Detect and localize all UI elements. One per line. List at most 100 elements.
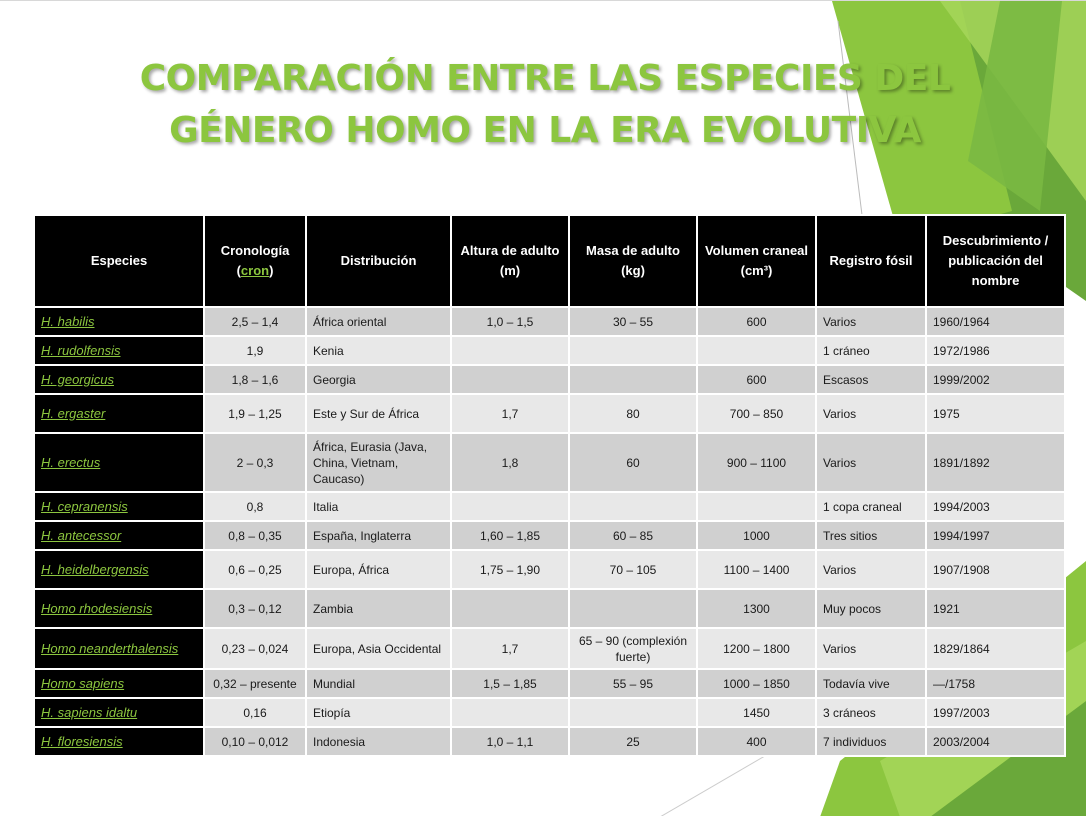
fossil-cell: Varios [815, 432, 927, 493]
species-cell: Homo neanderthalensis [33, 627, 205, 670]
discovery-cell: 1907/1908 [925, 549, 1066, 590]
height-cell [450, 335, 570, 366]
header-fossil: Registro fósil [815, 214, 927, 308]
height-cell: 1,8 [450, 432, 570, 493]
discovery-cell: 1921 [925, 588, 1066, 629]
discovery-cell: 1829/1864 [925, 627, 1066, 670]
chronology-cell: 0,3 – 0,12 [203, 588, 307, 629]
table-row: H. ergaster 1,9 – 1,25 Este y Sur de Áfr… [33, 393, 1066, 434]
distribution-cell: Zambia [305, 588, 452, 629]
discovery-cell: 1891/1892 [925, 432, 1066, 493]
distribution-cell: Mundial [305, 668, 452, 699]
header-discovery: Descubrimiento / publicación del nombre [925, 214, 1066, 308]
header-chronology: Cronología (cron) [203, 214, 307, 308]
fossil-cell: 7 individuos [815, 726, 927, 757]
table-row: H. floresiensis 0,10 – 0,012 Indonesia 1… [33, 726, 1066, 757]
distribution-cell: Georgia [305, 364, 452, 395]
volume-cell [696, 335, 817, 366]
header-distribution: Distribución [305, 214, 452, 308]
chronology-cell: 1,9 [203, 335, 307, 366]
species-cell: H. rudolfensis [33, 335, 205, 366]
species-link[interactable]: H. antecessor [41, 527, 122, 543]
species-link[interactable]: H. georgicus [41, 371, 114, 387]
chronology-cell: 0,6 – 0,25 [203, 549, 307, 590]
volume-cell: 1450 [696, 697, 817, 728]
mass-cell: 65 – 90 (complexión fuerte) [568, 627, 698, 670]
fossil-cell: Tres sitios [815, 520, 927, 551]
volume-cell: 1100 – 1400 [696, 549, 817, 590]
fossil-cell: 3 cráneos [815, 697, 927, 728]
distribution-cell: Este y Sur de África [305, 393, 452, 434]
chronology-cell: 0,32 – presente [203, 668, 307, 699]
species-link[interactable]: H. floresiensis [41, 733, 123, 749]
table-row: Homo rhodesiensis 0,3 – 0,12 Zambia 1300… [33, 588, 1066, 629]
volume-cell: 900 – 1100 [696, 432, 817, 493]
header-chronology-label: Cronología [220, 243, 290, 258]
species-link[interactable]: Homo rhodesiensis [41, 600, 153, 616]
distribution-cell: Indonesia [305, 726, 452, 757]
species-link[interactable]: H. ergaster [41, 405, 106, 421]
chronology-cell: 0,8 – 0,35 [203, 520, 307, 551]
distribution-cell: Kenia [305, 335, 452, 366]
volume-cell [696, 491, 817, 522]
species-link[interactable]: H. sapiens idaltu [41, 704, 138, 720]
discovery-cell: 1960/1964 [925, 306, 1066, 337]
discovery-cell: 1994/2003 [925, 491, 1066, 522]
species-link[interactable]: Homo sapiens [41, 675, 125, 691]
species-cell: H. habilis [33, 306, 205, 337]
cron-link[interactable]: cron [240, 263, 270, 278]
volume-cell: 700 – 850 [696, 393, 817, 434]
fossil-cell: Varios [815, 393, 927, 434]
species-cell: H. erectus [33, 432, 205, 493]
discovery-cell: 1972/1986 [925, 335, 1066, 366]
header-species: Especies [33, 214, 205, 308]
species-link[interactable]: Homo neanderthalensis [41, 640, 179, 656]
mass-cell: 80 [568, 393, 698, 434]
species-cell: H. floresiensis [33, 726, 205, 757]
table-row: H. heidelbergensis 0,6 – 0,25 Europa, Áf… [33, 549, 1066, 590]
species-link[interactable]: H. heidelbergensis [41, 561, 149, 577]
species-link[interactable]: H. habilis [41, 313, 95, 329]
chronology-cell: 1,9 – 1,25 [203, 393, 307, 434]
header-mass: Masa de adulto (kg) [568, 214, 698, 308]
height-cell [450, 588, 570, 629]
distribution-cell: Europa, Asia Occidental [305, 627, 452, 670]
fossil-cell: Varios [815, 306, 927, 337]
volume-cell: 600 [696, 306, 817, 337]
mass-cell [568, 491, 698, 522]
chronology-cell: 0,8 [203, 491, 307, 522]
height-cell: 1,75 – 1,90 [450, 549, 570, 590]
species-table: Especies Cronología (cron) Distribución … [33, 214, 1066, 757]
fossil-cell: Todavía vive [815, 668, 927, 699]
header-volume: Volumen craneal (cm³) [696, 214, 817, 308]
height-cell: 1,0 – 1,1 [450, 726, 570, 757]
fossil-cell: 1 copa craneal [815, 491, 927, 522]
table-row: H. georgicus 1,8 – 1,6 Georgia 600 Escas… [33, 364, 1066, 395]
distribution-cell: España, Inglaterra [305, 520, 452, 551]
species-cell: H. antecessor [33, 520, 205, 551]
chronology-cell: 2 – 0,3 [203, 432, 307, 493]
species-cell: H. cepranensis [33, 491, 205, 522]
mass-cell: 55 – 95 [568, 668, 698, 699]
discovery-cell: 1994/1997 [925, 520, 1066, 551]
species-cell: Homo rhodesiensis [33, 588, 205, 629]
species-link[interactable]: H. erectus [41, 454, 101, 470]
height-cell: 1,60 – 1,85 [450, 520, 570, 551]
volume-cell: 400 [696, 726, 817, 757]
species-link[interactable]: H. rudolfensis [41, 342, 121, 358]
table-row: H. erectus 2 – 0,3 África, Eurasia (Java… [33, 432, 1066, 493]
mass-cell [568, 697, 698, 728]
species-link[interactable]: H. cepranensis [41, 498, 128, 514]
table-row: H. sapiens idaltu 0,16 Etiopía 1450 3 cr… [33, 697, 1066, 728]
distribution-cell: Europa, África [305, 549, 452, 590]
title-line-1: COMPARACIÓN ENTRE LAS ESPECIES DEL [139, 58, 951, 99]
species-cell: H. heidelbergensis [33, 549, 205, 590]
height-cell: 1,0 – 1,5 [450, 306, 570, 337]
mass-cell [568, 364, 698, 395]
discovery-cell: 1999/2002 [925, 364, 1066, 395]
height-cell [450, 364, 570, 395]
mass-cell: 70 – 105 [568, 549, 698, 590]
fossil-cell: Varios [815, 627, 927, 670]
discovery-cell: 1997/2003 [925, 697, 1066, 728]
volume-cell: 1000 [696, 520, 817, 551]
